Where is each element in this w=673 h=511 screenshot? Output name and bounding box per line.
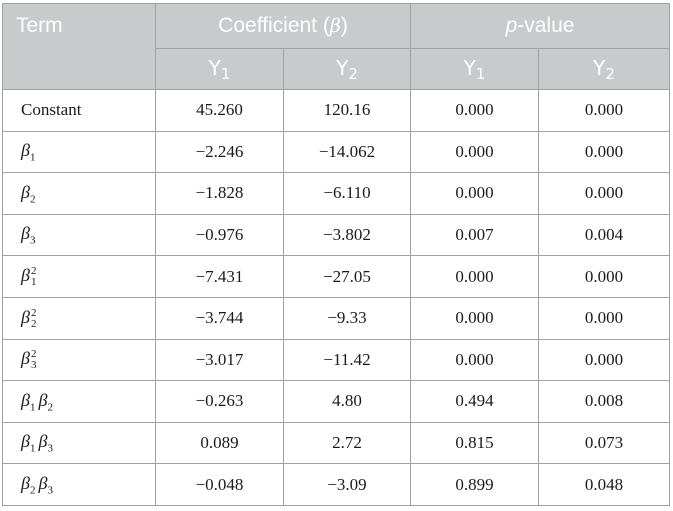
- term-cell: Constant: [2, 89, 156, 132]
- table-row: β1 β3 0.089 2.72 0.815 0.073: [2, 421, 671, 465]
- term-superscript: 2: [30, 348, 37, 361]
- coef-y2-cell: −11.42: [283, 338, 411, 382]
- coef-y2-cell: 4.80: [283, 380, 411, 423]
- table-row: β2 −1.828 −6.110 0.000 0.000: [2, 172, 671, 215]
- coef-y1-cell: −0.263: [155, 380, 284, 423]
- term-cell: β1 β2: [2, 380, 156, 423]
- p-y1-cell: 0.494: [410, 380, 539, 423]
- term-symbol: β: [21, 265, 30, 286]
- table-row: β1 β2 −0.263 4.80 0.494 0.008: [2, 380, 671, 423]
- term-subscript: 1: [29, 151, 36, 164]
- p-y1-cell: 0.000: [410, 296, 539, 340]
- term-cell: β1: [2, 130, 156, 174]
- table-row: β 2 1 −7.431 −27.05 0.000 0.000: [2, 255, 671, 298]
- term-subscript: 3: [47, 442, 53, 455]
- p-y1-cell: 0.007: [410, 213, 539, 257]
- coef-y2-cell: 2.72: [283, 421, 411, 465]
- table-body: Constant 45.260 120.16 0.000 0.000 β1 −2.246 −1…: [2, 89, 671, 506]
- term-cell: β1 β3: [2, 421, 156, 465]
- coef-y2-cell: −27.05: [283, 255, 411, 298]
- p-y1-cell: 0.000: [410, 89, 539, 132]
- term-symbol: β: [21, 472, 30, 493]
- table-row: β3 −0.976 −3.802 0.007 0.004: [2, 213, 671, 257]
- subheader-p-y2: Y2: [537, 48, 671, 90]
- term-symbol: β: [38, 472, 48, 493]
- term-symbol: β: [21, 140, 30, 161]
- coef-y1-cell: −2.246: [155, 130, 284, 174]
- p-y2-cell: 0.000: [537, 338, 671, 382]
- term-subscript: 2: [30, 317, 37, 330]
- term-symbol: β: [38, 431, 48, 452]
- table-header: Term Coefficient (β) p-value Y1 Y2 Y1 Y2: [2, 3, 671, 90]
- p-y2-cell: 0.048: [537, 463, 671, 506]
- term-subscript: 1: [29, 401, 36, 414]
- p-y1-cell: 0.000: [410, 255, 539, 298]
- term-symbol: β: [21, 223, 30, 244]
- term-subscript: 3: [30, 359, 37, 372]
- table-row: β1 −2.246 −14.062 0.000 0.000: [2, 130, 671, 174]
- table-row: β 2 3 −3.017 −11.42 0.000 0.000: [2, 338, 671, 382]
- term-subscript: 2: [29, 484, 36, 497]
- p-y2-cell: 0.000: [537, 89, 671, 132]
- p-y2-cell: 0.000: [537, 255, 671, 298]
- column-header-term: Term: [2, 3, 156, 90]
- coef-y2-cell: −14.062: [283, 130, 411, 174]
- subheader-coef-y2: Y2: [283, 48, 411, 90]
- p-y1-cell: 0.815: [410, 421, 539, 465]
- term-symbol: β: [21, 431, 30, 452]
- column-header-coefficient: Coefficient (β): [155, 3, 411, 49]
- p-y2-cell: 0.073: [537, 421, 671, 465]
- p-y2-cell: 0.004: [537, 213, 671, 257]
- table-row: β 2 2 −3.744 −9.33 0.000 0.000: [2, 296, 671, 340]
- coef-y2-cell: −6.110: [283, 172, 411, 215]
- term-symbol: β: [21, 348, 30, 369]
- coef-y2-cell: −3.802: [283, 213, 411, 257]
- regression-table: Term Coefficient (β) p-value Y1 Y2 Y1 Y2…: [2, 3, 671, 506]
- term-label: Constant: [21, 100, 82, 120]
- subheader-coef-y1: Y1: [155, 48, 284, 90]
- coef-y1-cell: −3.744: [155, 296, 284, 340]
- p-y2-cell: 0.000: [537, 130, 671, 174]
- coef-y1-cell: 0.089: [155, 421, 284, 465]
- term-cell: β2 β3: [2, 463, 156, 506]
- coef-y2-cell: −9.33: [283, 296, 411, 340]
- term-symbol: β: [38, 389, 48, 410]
- coef-y2-cell: 120.16: [283, 89, 411, 132]
- term-subscript: 1: [29, 442, 36, 455]
- p-y2-cell: 0.008: [537, 380, 671, 423]
- p-y1-cell: 0.000: [410, 172, 539, 215]
- term-superscript: 2: [30, 265, 37, 278]
- term-symbol: β: [21, 306, 30, 327]
- term-subscript: 2: [29, 193, 36, 206]
- term-symbol: β: [21, 389, 30, 410]
- term-cell: β3: [2, 213, 156, 257]
- term-subscript: 2: [47, 401, 53, 414]
- coef-y1-cell: −3.017: [155, 338, 284, 382]
- coef-y1-cell: −1.828: [155, 172, 284, 215]
- coef-y1-cell: −0.048: [155, 463, 284, 506]
- coef-y1-cell: 45.260: [155, 89, 284, 132]
- coef-y1-cell: −0.976: [155, 213, 284, 257]
- coef-y2-cell: −3.09: [283, 463, 411, 506]
- term-symbol: β: [21, 181, 30, 202]
- term-subscript: 1: [30, 276, 37, 289]
- term-cell: β2: [2, 172, 156, 215]
- column-header-p-value: p-value: [409, 3, 671, 49]
- p-y2-cell: 0.000: [537, 172, 671, 215]
- p-y2-cell: 0.000: [537, 296, 671, 340]
- table-row: Constant 45.260 120.16 0.000 0.000: [2, 89, 671, 132]
- table-row: β2 β3 −0.048 −3.09 0.899 0.048: [2, 463, 671, 506]
- coef-y1-cell: −7.431: [155, 255, 284, 298]
- term-subscript: 3: [29, 234, 36, 247]
- p-y1-cell: 0.899: [410, 463, 539, 506]
- term-subscript: 3: [47, 484, 53, 497]
- subheader-p-y1: Y1: [410, 48, 539, 90]
- p-y1-cell: 0.000: [410, 130, 539, 174]
- term-superscript: 2: [30, 306, 37, 319]
- p-y1-cell: 0.000: [410, 338, 539, 382]
